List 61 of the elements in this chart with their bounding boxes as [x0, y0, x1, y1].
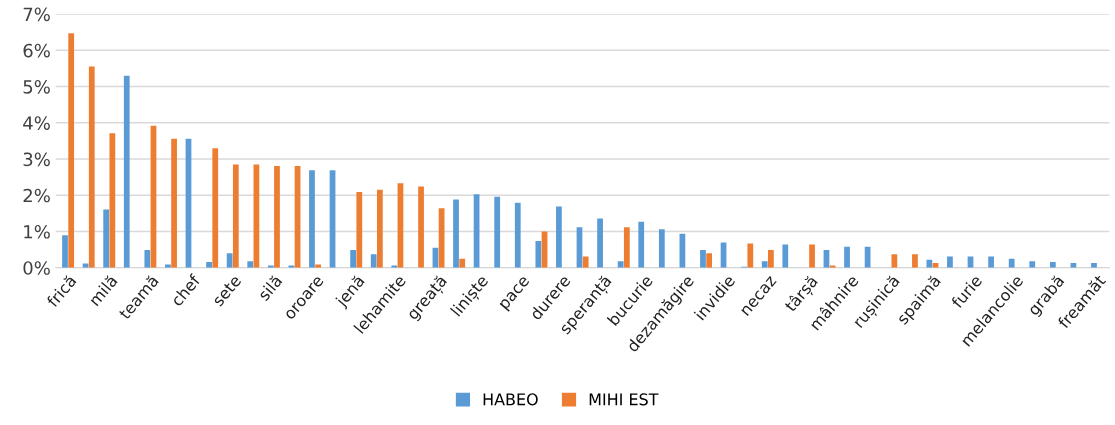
bar — [947, 256, 953, 268]
bar — [62, 235, 68, 268]
bar — [453, 199, 459, 268]
y-tick-label: 3% — [23, 152, 50, 167]
bar — [988, 256, 994, 268]
bar — [109, 133, 116, 268]
bar — [761, 261, 768, 268]
bar — [171, 138, 177, 268]
bar — [556, 206, 562, 268]
bar — [809, 244, 815, 268]
bar — [247, 261, 254, 268]
bar — [494, 196, 501, 268]
bar — [706, 253, 713, 268]
bar — [1029, 261, 1036, 268]
bar — [226, 253, 233, 268]
bar — [123, 75, 130, 268]
bar — [617, 261, 624, 268]
bar — [103, 209, 110, 268]
bar — [377, 189, 383, 268]
bar — [535, 240, 542, 268]
bar — [68, 33, 75, 268]
bar — [356, 191, 363, 268]
bar — [700, 249, 706, 268]
y-tick-label: 7% — [23, 7, 50, 22]
bar — [370, 254, 377, 268]
x-tick-label: silă — [257, 274, 283, 302]
bar — [350, 249, 357, 268]
bar — [582, 256, 589, 268]
bar — [88, 66, 95, 268]
legend-label: MIHI EST — [589, 393, 659, 406]
bar — [658, 229, 665, 268]
bar — [782, 244, 789, 268]
bar — [309, 170, 315, 268]
legend-label: HABEO — [483, 393, 538, 406]
bar — [623, 227, 630, 268]
bar — [926, 259, 933, 268]
bar — [459, 258, 466, 268]
bar — [912, 254, 918, 268]
y-tick-label: 4% — [23, 116, 50, 130]
bar — [747, 243, 754, 268]
bar — [206, 261, 212, 268]
bar — [232, 164, 239, 268]
bar — [418, 186, 424, 268]
bar — [597, 218, 603, 268]
bar — [891, 254, 898, 268]
y-tick-label: 6% — [23, 43, 50, 58]
y-tick-label: 5% — [23, 79, 50, 94]
bar — [315, 264, 322, 268]
bar — [514, 202, 521, 268]
y-tick-label: 0% — [23, 261, 50, 275]
bar — [1049, 261, 1056, 268]
bar — [638, 221, 645, 268]
bar — [274, 165, 280, 268]
bar — [768, 249, 774, 268]
bar — [212, 148, 219, 268]
y-tick-label: 2% — [23, 188, 50, 203]
bar — [844, 246, 850, 268]
y-tick-label: 1% — [24, 224, 50, 239]
bar — [1008, 258, 1015, 268]
bar — [165, 264, 171, 268]
bar — [144, 249, 151, 268]
